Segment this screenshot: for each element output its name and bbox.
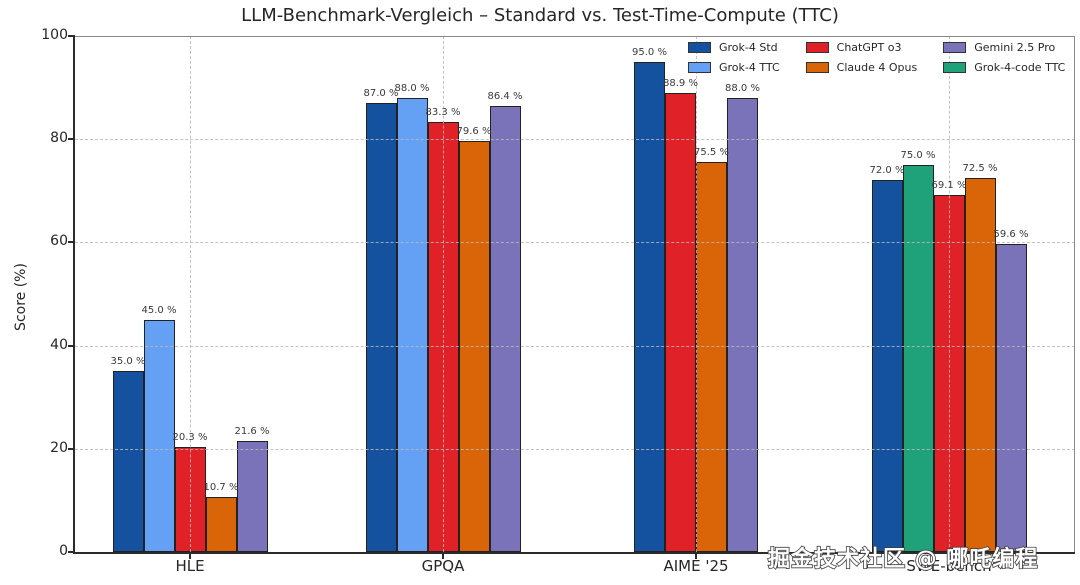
legend-entry: Grok-4 Std <box>688 39 780 55</box>
y-tick-mark <box>68 551 75 553</box>
bar <box>458 141 490 552</box>
grid-line-y <box>75 139 1075 141</box>
bar <box>665 93 696 552</box>
y-tick-label: 80 <box>50 130 68 147</box>
x-tick-label: GPQA <box>421 557 465 575</box>
x-tick-mark <box>948 552 950 559</box>
axis-spine-left <box>73 36 75 554</box>
bar-value-label: 88.0 % <box>394 82 430 94</box>
bar-value-label: 75.0 % <box>900 150 936 161</box>
y-axis-label: Score (%) <box>13 263 29 331</box>
bar-value-label: 72.5 % <box>962 162 998 174</box>
legend-swatch <box>805 41 829 53</box>
bar-value-label: 95.0 % <box>632 46 667 58</box>
y-tick-label: 0 <box>59 543 68 559</box>
axis-spine-right <box>1074 36 1075 552</box>
y-tick-mark <box>68 447 75 450</box>
plot-area: 35.0 % 45.0 % 20.3 % 10.7 % 21.6 % 87.0 % 88.0… <box>75 36 1075 552</box>
x-tick-mark <box>695 552 697 559</box>
bar-value-label: 20.3 % <box>172 432 208 444</box>
y-tick-label: 100 <box>41 27 68 43</box>
bar-value-label: 21.6 % <box>234 425 270 437</box>
axis-spine-bottom <box>75 552 1075 554</box>
y-tick-mark <box>68 138 75 141</box>
x-tick-mark <box>189 552 191 559</box>
x-tick-label: SWE-bench <box>906 557 992 575</box>
legend-label: Grok-4 Std <box>719 40 778 54</box>
legend-label: Claude 4 Opus <box>836 60 918 74</box>
legend-entry: ChatGPT o3 <box>805 39 918 55</box>
legend-entry: Grok-4-code TTC <box>943 59 1065 75</box>
bar-value-label: 69.1 % <box>931 180 967 192</box>
bar-value-label: 75.5 % <box>694 147 729 159</box>
legend-swatch <box>805 61 829 73</box>
bar <box>871 180 903 552</box>
bar-value-label: 72.0 % <box>869 165 905 177</box>
bar <box>995 244 1027 552</box>
bar <box>143 319 175 552</box>
legend-swatch <box>688 41 711 53</box>
bar-value-label: 87.0 % <box>363 88 399 100</box>
bar <box>365 103 397 552</box>
legend-label: Gemini 2.5 Pro <box>974 40 1056 54</box>
legend-entry: Gemini 2.5 Pro <box>943 39 1065 55</box>
bar <box>902 165 934 552</box>
axis-spine-top <box>75 36 1075 37</box>
watermark: 掘金技术社区 @ 哪吒编程 <box>767 546 1039 573</box>
grid-line-x <box>190 36 191 552</box>
legend-label: Grok-4 TTC <box>719 60 780 74</box>
bar <box>396 97 428 552</box>
legend-swatch <box>688 61 711 73</box>
bar-value-label: 83.3 % <box>425 107 461 119</box>
bar-value-label: 86.4 % <box>487 91 523 103</box>
bar-value-label: 88.0 % <box>725 82 760 94</box>
grid-line-x <box>443 36 444 552</box>
legend-swatch <box>943 41 967 53</box>
bar-value-label: 59.6 % <box>993 229 1029 241</box>
x-tick-label: HLE <box>175 557 205 575</box>
bar-value-label: 35.0 % <box>110 356 146 368</box>
legend: Grok-4 Std Grok-4 TTC ChatGPT o3 Claude 4 O… <box>688 39 1065 75</box>
bar-value-label: 10.7 % <box>203 481 239 493</box>
legend-swatch <box>943 61 967 73</box>
bar-value-label: 45.0 % <box>141 304 177 316</box>
bar <box>964 177 996 552</box>
grid-line-y <box>75 345 1075 347</box>
bar <box>727 97 758 552</box>
legend-entry: Grok-4 TTC <box>688 59 780 75</box>
y-tick-mark <box>68 241 75 244</box>
legend-label: ChatGPT o3 <box>836 40 902 54</box>
x-tick-label: AIME '25 <box>663 557 729 575</box>
bar <box>696 162 727 552</box>
y-tick-label: 40 <box>50 336 68 353</box>
bar <box>205 496 237 552</box>
bar <box>236 440 268 552</box>
y-tick-mark <box>68 35 75 37</box>
bar-value-label: 79.6 % <box>456 126 492 138</box>
bar <box>634 61 665 552</box>
bar <box>112 371 144 552</box>
grid-line-y <box>75 448 1075 450</box>
bar <box>489 106 521 552</box>
legend-entry: Claude 4 Opus <box>805 59 918 75</box>
y-tick-label: 20 <box>50 439 68 456</box>
grid-line-y <box>75 242 1075 244</box>
bar-value-label: 88.9 % <box>663 78 698 90</box>
y-tick-mark <box>68 344 75 347</box>
legend-label: Grok-4-code TTC <box>974 60 1066 74</box>
chart-title: LLM-Benchmark-Vergleich – Standard vs. T… <box>241 5 839 26</box>
y-tick-label: 60 <box>50 233 68 250</box>
grid-line-x <box>949 36 950 552</box>
x-tick-mark <box>442 552 444 559</box>
grid-line-x <box>696 36 697 552</box>
